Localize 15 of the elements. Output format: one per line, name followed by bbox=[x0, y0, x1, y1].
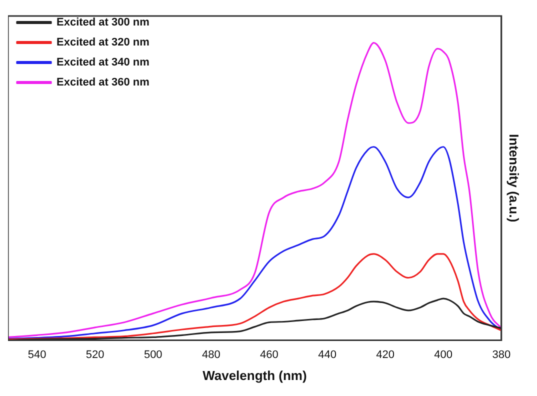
y-axis-title: Intensity (a.u.) bbox=[506, 134, 522, 222]
legend-label: Excited at 340 nm bbox=[56, 56, 150, 69]
x-tick-label: 440 bbox=[318, 348, 336, 361]
legend-label: Excited at 360 nm bbox=[56, 76, 150, 89]
x-tick-label: 460 bbox=[260, 348, 278, 361]
x-tick-label: 480 bbox=[202, 348, 220, 361]
x-tick-label: 540 bbox=[28, 348, 46, 361]
x-axis-title: Wavelength (nm) bbox=[202, 368, 307, 383]
x-tick-label: 400 bbox=[434, 348, 453, 361]
x-tick-label: 420 bbox=[376, 348, 394, 361]
x-tick-label: 520 bbox=[86, 348, 104, 361]
legend-label: Excited at 320 nm bbox=[56, 36, 150, 49]
x-tick-label: 500 bbox=[144, 348, 162, 361]
x-tick-label: 380 bbox=[492, 348, 511, 361]
legend-label: Excited at 300 nm bbox=[56, 16, 150, 29]
